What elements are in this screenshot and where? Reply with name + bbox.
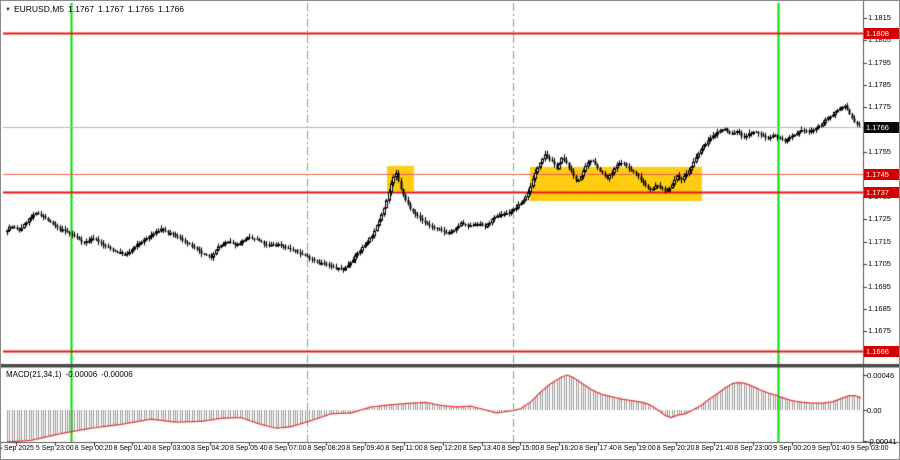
chart-title: ▼ EURUSD,M5 1.1767 1.1767 1.1765 1.1766 [5, 4, 184, 14]
macd-axis-label: 0.00 [867, 406, 882, 415]
price-axis-label: 1.1675 [868, 326, 891, 336]
time-axis-label: 8 Sep 19:00 [617, 445, 656, 452]
indicator-values: -0.00006 -0.00006 [62, 370, 133, 379]
price-axis-label: 1.1795 [868, 57, 891, 67]
price-axis-label: 1.1755 [868, 147, 891, 157]
time-axis-label: 8 Sep 09:40 [346, 445, 385, 452]
indicator-value: -0.00006 [101, 370, 133, 379]
time-axis-label: 8 Sep 12:20 [423, 445, 462, 452]
price-axis-label: 1.1695 [868, 281, 891, 291]
time-axis-label: 8 Sep 23:00 [734, 445, 773, 452]
ohlc-values: 1.1767 1.1767 1.1765 1.1766 [64, 4, 184, 14]
indicator-name: MACD(21,34,1) [6, 370, 62, 379]
time-axis-label: 8 Sep 00:20 [74, 445, 113, 452]
price-axis-label: 1.1685 [868, 303, 891, 313]
price-level-tag: 1.1808 [864, 27, 899, 39]
time-axis-label: 8 Sep 13:40 [462, 445, 501, 452]
price-axis-label: 1.1715 [868, 236, 891, 246]
macd-axis-label: -0.00041 [867, 437, 897, 447]
time-axis-label: 9 Sep 01:40 [811, 445, 850, 452]
macd-axis-label: 0.00046 [867, 371, 895, 380]
price-axis-label: 1.1775 [868, 102, 891, 112]
ohlc-value: 1.1767 [68, 4, 95, 14]
ohlc-value: 1.1766 [158, 4, 185, 14]
price-level-tag: 1.1666 [864, 346, 899, 357]
price-axis-label: 1.1785 [868, 79, 891, 89]
indicator-value: -0.00006 [65, 370, 98, 379]
indicator-caption: MACD(21,34,1) -0.00006 -0.00006 [6, 370, 133, 379]
ohlc-value: 1.1767 [98, 4, 125, 14]
time-axis-label: 9 Sep 03:00 [850, 445, 889, 452]
price-level-tag: 1.1745 [864, 169, 899, 180]
time-axis-label: 5 Sep 23:00 [35, 445, 74, 452]
time-axis-label: 8 Sep 01:40 [113, 445, 152, 452]
chart-dropdown-icon[interactable]: ▼ [5, 7, 11, 13]
price-axis-label: 1.1805 [868, 35, 891, 45]
time-axis-label: 8 Sep 20:20 [656, 445, 695, 452]
price-level-tag: 1.1737 [864, 186, 899, 198]
time-axis-label: 8 Sep 21:40 [695, 445, 734, 452]
price-axis-label: 1.1705 [868, 259, 891, 269]
ohlc-value: 1.1765 [128, 4, 155, 14]
time-axis-label: 8 Sep 11:00 [385, 445, 423, 452]
time-axis-label: 8 Sep 04:20 [191, 445, 229, 452]
time-axis-label: 8 Sep 17:40 [579, 445, 617, 452]
time-axis-label: 8 Sep 08:20 [307, 445, 346, 452]
time-axis-label: 8 Sep 05:40 [229, 445, 268, 452]
time-axis-label: 9 Sep 00:20 [773, 445, 811, 452]
chart-symbol-timeframe: EURUSD,M5 [13, 4, 65, 14]
current-price-tag: 1.1766 [864, 122, 899, 133]
time-axis-label: 8 Sep 03:00 [152, 445, 191, 452]
price-axis-label: 1.1725 [868, 214, 891, 224]
time-axis-label: 8 Sep 16:20 [540, 445, 579, 452]
time-axis-label: 8 Sep 07:00 [268, 445, 307, 452]
time-axis-label: 8 Sep 15:00 [501, 445, 540, 452]
time-axis-label: 5 Sep 2025 [0, 445, 34, 452]
price-axis-label: 1.1815 [868, 12, 891, 22]
